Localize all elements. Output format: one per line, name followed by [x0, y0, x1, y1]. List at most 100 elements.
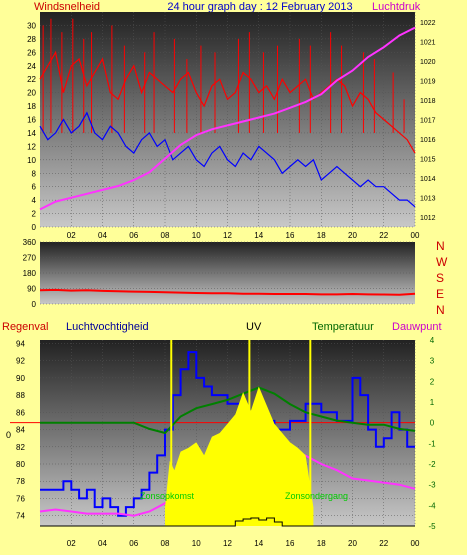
x-tick-label: 04 [98, 231, 107, 240]
humidity-tick-label: 80 [16, 460, 25, 469]
temperature-line [40, 386, 416, 435]
temperature-tick-label: -2 [428, 460, 436, 469]
x-tick-label: 22 [379, 539, 388, 548]
x-tick-label: 02 [67, 539, 76, 548]
humidity-tick-label: 94 [16, 339, 25, 348]
sunrise-label: Zonsopkomst [140, 491, 195, 501]
temperature-tick-label: -4 [428, 501, 436, 510]
wind-direction-line [39, 288, 416, 296]
direction-label-e: E [436, 287, 444, 301]
x-tick-label: 14 [254, 231, 263, 240]
direction-tick-label: 0 [32, 300, 37, 309]
pressure-tick-label: 1016 [420, 137, 436, 144]
x-tick-label: 12 [223, 539, 232, 548]
x-tick-label: 18 [317, 539, 326, 548]
pressure-tick-label: 1014 [420, 176, 436, 183]
pressure-tick-label: 1019 [420, 78, 436, 85]
wind-tick-label: 22 [27, 75, 36, 84]
rain-zero-label: 0 [6, 430, 11, 440]
wind-speed-line [39, 50, 416, 154]
temperature-tick-label: -1 [428, 439, 436, 448]
humidity-tick-label: 88 [16, 391, 25, 400]
label-uv: UV [246, 321, 262, 333]
direction-label-s: S [436, 271, 444, 285]
humidity-line-top [39, 111, 416, 208]
pressure-tick-label: 1021 [420, 39, 436, 46]
temperature-tick-label: 3 [430, 357, 435, 366]
label-luchtvochtigheid: Luchtvochtigheid [66, 321, 149, 333]
x-tick-label: 16 [286, 539, 295, 548]
pressure-tick-label: 1020 [420, 59, 436, 66]
pressure-tick-label: 1018 [420, 98, 436, 105]
humidity-line [40, 351, 415, 517]
wind-tick-label: 30 [27, 21, 36, 30]
humidity-tick-label: 82 [16, 443, 25, 452]
wind-tick-label: 6 [32, 183, 37, 192]
rain-line [40, 517, 415, 527]
direction-label-n-bottom: N [436, 303, 445, 317]
direction-tick-label: 360 [23, 238, 37, 247]
x-tick-label: 00 [411, 539, 420, 548]
humidity-tick-label: 90 [16, 374, 25, 383]
x-tick-label: 20 [348, 231, 357, 240]
pressure-line [39, 26, 416, 211]
humidity-tick-label: 74 [16, 512, 25, 521]
wind-tick-label: 18 [27, 102, 36, 111]
wind-tick-label: 16 [27, 116, 36, 125]
humidity-tick-label: 92 [16, 357, 25, 366]
temperature-tick-label: 2 [430, 377, 435, 386]
temperature-tick-label: 4 [430, 336, 435, 345]
wind-tick-label: 8 [32, 169, 37, 178]
wind-tick-label: 26 [27, 48, 36, 57]
humidity-tick-label: 84 [16, 426, 25, 435]
x-tick-label: 14 [254, 539, 263, 548]
label-dauwpunt: Dauwpunt [392, 321, 442, 333]
temperature-tick-label: -5 [428, 522, 436, 531]
label-temperatuur: Temperatuur [312, 321, 374, 333]
wind-tick-label: 10 [27, 156, 36, 165]
left-axis-title-1: Windsnelheid [34, 1, 100, 13]
pressure-tick-label: 1015 [420, 157, 436, 164]
pressure-tick-label: 1017 [420, 118, 436, 125]
x-tick-label: 18 [317, 231, 326, 240]
x-tick-label: 00 [411, 231, 420, 240]
x-tick-label: 22 [379, 231, 388, 240]
x-tick-label: 10 [192, 231, 201, 240]
direction-tick-label: 180 [23, 269, 37, 278]
pressure-tick-label: 1012 [420, 215, 436, 222]
wind-tick-label: 14 [27, 129, 36, 138]
temperature-tick-label: -3 [428, 481, 436, 490]
wind-tick-label: 20 [27, 89, 36, 98]
temperature-tick-label: 1 [430, 398, 435, 407]
temperature-tick-label: 0 [430, 419, 435, 428]
x-tick-label: 06 [129, 231, 138, 240]
x-tick-label: 10 [192, 539, 201, 548]
right-axis-title-1: Luchtdruk [372, 1, 421, 13]
uv-area [165, 386, 314, 526]
x-tick-label: 08 [161, 231, 170, 240]
direction-tick-label: 90 [27, 285, 36, 294]
x-tick-label: 02 [67, 231, 76, 240]
direction-label-n-top: N [436, 239, 445, 253]
pressure-tick-label: 1022 [420, 20, 436, 27]
wind-tick-label: 24 [27, 62, 36, 71]
wind-tick-label: 28 [27, 35, 36, 44]
x-tick-label: 12 [223, 231, 232, 240]
wind-tick-label: 4 [32, 196, 37, 205]
x-tick-label: 08 [161, 539, 170, 548]
sunset-label: Zonsondergang [285, 491, 348, 501]
x-tick-label: 20 [348, 539, 357, 548]
x-tick-label: 16 [286, 231, 295, 240]
direction-tick-label: 270 [23, 254, 37, 263]
humidity-tick-label: 78 [16, 477, 25, 486]
pressure-tick-label: 1013 [420, 196, 436, 203]
wind-tick-label: 0 [32, 223, 37, 232]
x-tick-label: 04 [98, 539, 107, 548]
label-regenval: Regenval [2, 321, 48, 333]
direction-label-w: W [436, 255, 448, 269]
chart-title: 24 hour graph day : 12 February 2013 [167, 1, 352, 13]
humidity-tick-label: 86 [16, 408, 25, 417]
humidity-tick-label: 76 [16, 494, 25, 503]
wind-tick-label: 12 [27, 142, 36, 151]
